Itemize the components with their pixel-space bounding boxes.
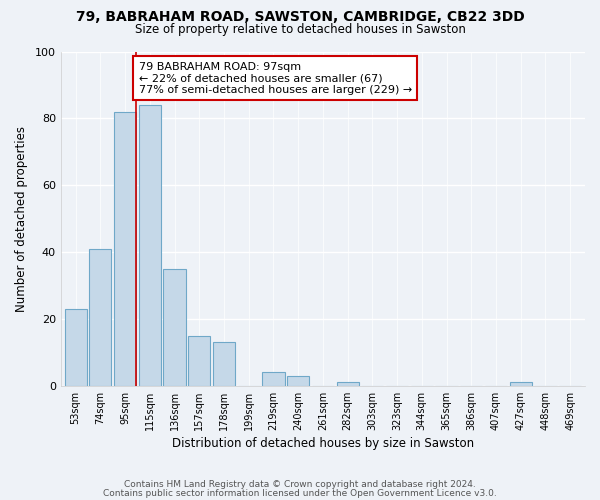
Bar (337, 382, 359, 386)
Bar (509, 382, 532, 386)
Bar (65, 309, 87, 386)
Bar (213, 342, 235, 386)
Bar (89, 248, 112, 386)
Bar (188, 336, 211, 386)
Bar (139, 105, 161, 386)
Text: Contains public sector information licensed under the Open Government Licence v3: Contains public sector information licen… (103, 488, 497, 498)
Bar (114, 112, 136, 386)
Y-axis label: Number of detached properties: Number of detached properties (15, 126, 28, 312)
Text: 79 BABRAHAM ROAD: 97sqm
← 22% of detached houses are smaller (67)
77% of semi-de: 79 BABRAHAM ROAD: 97sqm ← 22% of detache… (139, 62, 412, 94)
Text: Contains HM Land Registry data © Crown copyright and database right 2024.: Contains HM Land Registry data © Crown c… (124, 480, 476, 489)
Bar (163, 269, 185, 386)
Bar (262, 372, 284, 386)
Text: Size of property relative to detached houses in Sawston: Size of property relative to detached ho… (134, 22, 466, 36)
Bar (287, 376, 310, 386)
Text: 79, BABRAHAM ROAD, SAWSTON, CAMBRIDGE, CB22 3DD: 79, BABRAHAM ROAD, SAWSTON, CAMBRIDGE, C… (76, 10, 524, 24)
X-axis label: Distribution of detached houses by size in Sawston: Distribution of detached houses by size … (172, 437, 474, 450)
